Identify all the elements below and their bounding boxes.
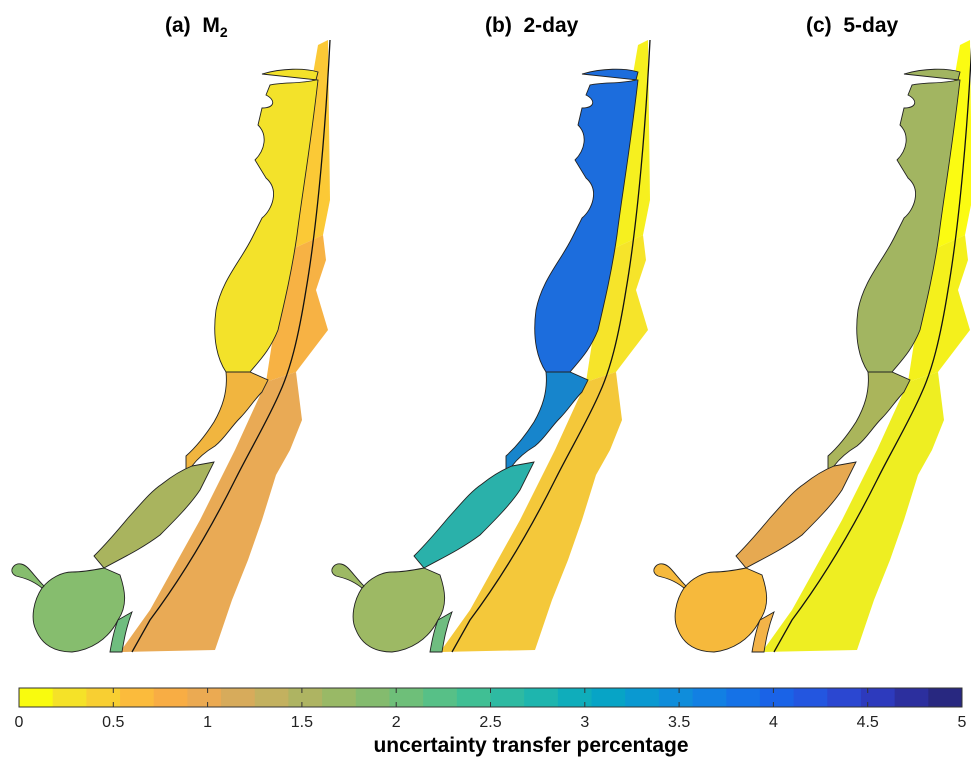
- colorbar-swatch: [793, 688, 828, 707]
- colorbar-swatch: [827, 688, 862, 707]
- panel-title-a: (a) M2: [165, 14, 228, 40]
- bay-upper-region: [214, 68, 319, 373]
- colorbar-tick-label: 5: [958, 714, 967, 731]
- inlet-region: [109, 610, 133, 653]
- colorbar-swatch: [221, 688, 256, 707]
- panel-title-main: 2-day: [523, 14, 579, 37]
- barrier-island-coastline: [131, 39, 331, 653]
- colorbar-swatch: [860, 688, 896, 707]
- hook-region: [653, 563, 687, 589]
- bay-lower-region: [93, 461, 215, 569]
- colorbar-tick-label: 4: [769, 714, 778, 731]
- colorbar-tick-label: 4.5: [857, 714, 879, 731]
- ocean-mid-region: [266, 235, 328, 382]
- colorbar-tick-label: 0.5: [102, 714, 124, 731]
- colorbar-title: uncertainty transfer percentage: [373, 734, 688, 757]
- colorbar-swatch: [928, 688, 963, 707]
- colorbar-swatch: [658, 688, 694, 707]
- panel-label: (c): [806, 14, 832, 37]
- panel-label: (b): [485, 14, 512, 37]
- colorbar-swatch: [254, 688, 289, 707]
- colorbar-swatch: [894, 688, 929, 707]
- hook-region: [11, 563, 45, 589]
- bay-mid-region: [185, 371, 269, 474]
- colorbar-swatch: [557, 688, 593, 707]
- ocean-mid-region: [586, 235, 648, 382]
- colorbar-swatch: [187, 688, 222, 707]
- bay-lower-region: [413, 461, 535, 569]
- panel-title-b: (b) 2-day: [485, 14, 578, 38]
- colorbar-tick-label: 2: [392, 714, 401, 731]
- panel-title-main: 5-day: [843, 14, 899, 37]
- colorbar-tick-label: 1.5: [291, 714, 313, 731]
- colorbar-swatch: [153, 688, 188, 707]
- map-panel-a: [11, 39, 331, 653]
- colorbar-swatches: [19, 688, 963, 707]
- colorbar-tick-label: 0: [15, 714, 24, 731]
- inlet-region: [751, 610, 775, 653]
- ocean-lower-region: [762, 372, 944, 652]
- panel-title-subscript: 2: [219, 24, 228, 40]
- map-panel-b: [331, 39, 651, 653]
- hook-region: [331, 563, 365, 589]
- colorbar-tick-label: 2.5: [479, 714, 501, 731]
- bay-upper-region: [534, 68, 639, 373]
- bay-mid-region: [505, 371, 589, 474]
- bay-mid-region: [827, 371, 911, 474]
- colorbar-swatch: [288, 688, 323, 707]
- colorbar-swatch: [19, 688, 54, 707]
- colorbar-swatch: [52, 688, 87, 707]
- inlet-region: [429, 610, 453, 653]
- map-panels: [11, 39, 971, 653]
- barrier-island-coastline: [451, 39, 651, 653]
- colorbar-swatch: [726, 688, 761, 707]
- colorbar-swatch: [692, 688, 727, 707]
- bay-lower-region: [735, 461, 857, 569]
- colorbar-swatch: [86, 688, 121, 707]
- ocean-lower-region: [120, 372, 302, 652]
- bay-upper-region: [856, 68, 961, 373]
- panel-title-c: (c) 5-day: [806, 14, 898, 38]
- colorbar-tick-label: 3: [580, 714, 589, 731]
- barrier-island-coastline: [773, 46, 971, 653]
- colorbar-tick-label: 1: [203, 714, 212, 731]
- map-panel-c: [653, 40, 971, 653]
- panel-title-main: M: [202, 14, 220, 37]
- colorbar-swatch: [456, 688, 491, 707]
- colorbar-swatch: [120, 688, 155, 707]
- colorbar-ticks: 0 0.5 1 1.5 2 2.5 3 3.5 4 4.5 5: [15, 688, 967, 731]
- colorbar-swatch: [524, 688, 559, 707]
- panel-label: (a): [165, 14, 191, 37]
- colorbar-swatch: [490, 688, 525, 707]
- colorbar-swatch: [322, 688, 357, 707]
- colorbar-tick-label: 3.5: [668, 714, 690, 731]
- colorbar-swatch: [423, 688, 458, 707]
- colorbar-swatch: [355, 688, 390, 707]
- ocean-mid-region: [908, 235, 970, 382]
- colorbar-swatch: [389, 688, 424, 707]
- colorbar-swatch: [591, 688, 626, 707]
- ocean-lower-region: [440, 372, 622, 652]
- colorbar-swatch: [759, 688, 795, 707]
- colorbar-swatch: [625, 688, 660, 707]
